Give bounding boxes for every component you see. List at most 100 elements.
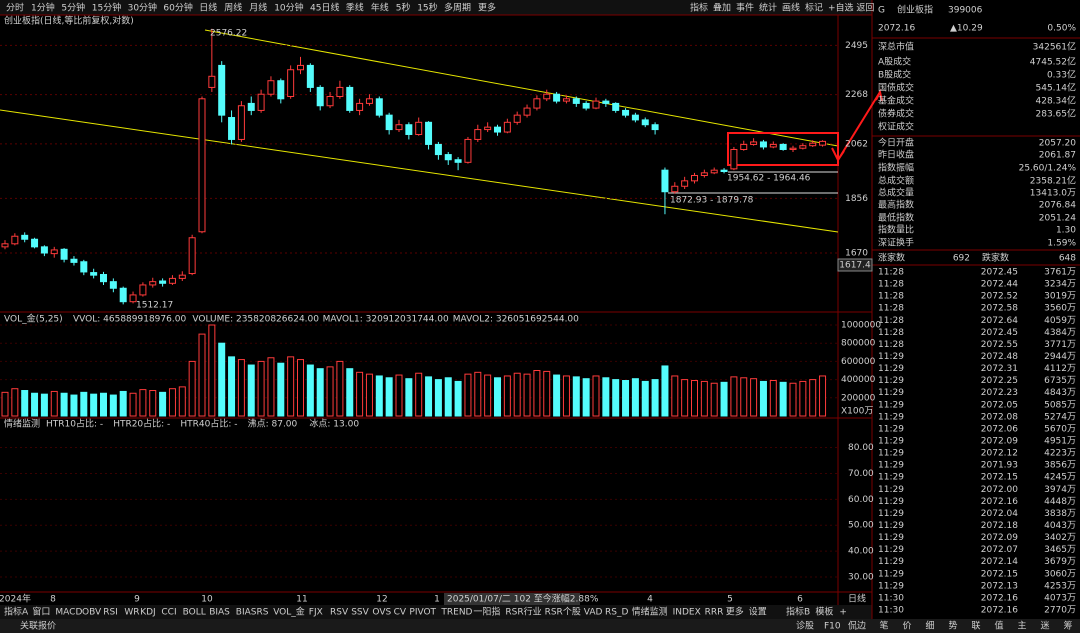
trade-volume: 3019万 (1044, 292, 1076, 302)
period-tab[interactable]: 日线 (199, 2, 217, 14)
volume-bar (710, 382, 718, 417)
period-tab[interactable]: 周线 (224, 2, 242, 14)
period-tab[interactable]: 15分钟 (92, 2, 121, 14)
status-link[interactable]: F10 (824, 622, 841, 632)
indicator-tab[interactable]: OBV (82, 608, 102, 618)
indicator-tab[interactable]: CV (394, 608, 407, 618)
indicator-tab[interactable]: 一阳指 (473, 606, 500, 618)
volume-bar (365, 373, 373, 417)
panel-tab[interactable]: 筹 (1063, 620, 1072, 632)
trade-volume: 4253万 (1044, 581, 1076, 591)
period-tab[interactable]: 多周期 (444, 2, 471, 14)
indicator-tab[interactable]: VOL_金 (273, 606, 305, 618)
tool-button[interactable]: 统计 (759, 2, 777, 14)
stat-label: 指数量比 (878, 224, 914, 236)
volume-item: MAVOL1: 320912031744.00 (323, 315, 449, 325)
indicator-tab[interactable]: BIAS (209, 608, 230, 618)
period-tab[interactable]: 更多 (478, 2, 496, 14)
indicator-tab[interactable]: RSR行业 (505, 606, 541, 618)
indicator-tab[interactable]: KDJ (140, 608, 156, 618)
indicator-tab[interactable]: 窗口 (32, 606, 50, 618)
candle-body (109, 281, 117, 289)
indicator-tab[interactable]: INDEX (673, 608, 701, 618)
period-tab[interactable]: 45日线 (310, 2, 339, 14)
panel-tab[interactable]: 笔 (879, 620, 888, 632)
panel-tab[interactable]: 细 (925, 620, 934, 632)
quote-price: 2072.16 (878, 24, 915, 34)
panel-tab[interactable]: 联 (971, 621, 980, 632)
period-tab[interactable]: 分时 (6, 2, 24, 14)
indicator-tab[interactable]: 指标A (4, 606, 29, 618)
y-tick-label: 70.00 (848, 469, 874, 479)
indicator-tab[interactable]: RSI (103, 608, 118, 618)
channel-line (0, 109, 839, 233)
candle-body (523, 107, 531, 116)
trade-time: 11:28 (878, 280, 904, 290)
trade-price: 2072.23 (981, 388, 1018, 398)
tool-button[interactable]: 返回 (856, 2, 874, 14)
indicator-tab[interactable]: 指标B (786, 606, 810, 618)
stat-value: 1.30 (1056, 226, 1076, 236)
period-tab[interactable]: 月线 (249, 2, 267, 14)
trade-time: 11:29 (878, 449, 904, 459)
status-link[interactable]: 诊股 (796, 620, 814, 632)
indicator-tab[interactable]: RSR个股 (545, 607, 581, 618)
tool-button[interactable]: 标记 (805, 2, 823, 14)
tool-button[interactable]: 指标 (690, 2, 708, 14)
indicator-tab[interactable]: PIVOT (409, 608, 436, 618)
indicator-tab[interactable]: VAD (584, 608, 603, 618)
indicator-tab[interactable]: MACD (55, 608, 82, 618)
period-tab[interactable]: 15秒 (417, 2, 437, 14)
panel-tab[interactable]: 势 (948, 620, 957, 632)
tool-button[interactable]: +自选 (828, 2, 854, 14)
status-link[interactable]: 侃边 (848, 620, 866, 632)
candle-body (119, 287, 127, 303)
tool-button[interactable]: 画线 (782, 2, 800, 14)
indicator-tab[interactable]: CCI (161, 608, 176, 618)
period-tab[interactable]: 年线 (371, 2, 389, 14)
indicator-tab[interactable]: OVS (372, 608, 391, 618)
indicator-tab[interactable]: 情绪监测 (632, 606, 668, 618)
x-tick-label: 6 (797, 595, 803, 605)
candle-body (50, 249, 58, 255)
indicator-tab[interactable]: RSV (330, 608, 349, 618)
indicator-tab[interactable]: 更多 (726, 606, 744, 618)
period-tab[interactable]: 5秒 (396, 2, 411, 14)
trade-time: 11:28 (878, 268, 904, 278)
indicator-tab[interactable]: + (839, 608, 847, 618)
trade-time: 11:29 (878, 436, 904, 446)
indicator-tab[interactable]: TREND (440, 608, 472, 618)
candle-body (346, 86, 354, 111)
panel-tab[interactable]: 值 (994, 620, 1003, 632)
sentiment-item: 沸点: 87.00 (248, 418, 298, 430)
volume-bar (612, 379, 620, 417)
period-tab[interactable]: 1分钟 (31, 2, 55, 14)
panel-tab[interactable]: 价 (902, 621, 911, 632)
tool-button[interactable]: 叠加 (713, 3, 731, 14)
period-tab[interactable]: 30分钟 (128, 2, 157, 14)
trade-time: 11:28 (878, 292, 904, 302)
trade-time: 11:29 (878, 473, 904, 483)
volume-bar (257, 360, 265, 417)
tool-button[interactable]: 事件 (736, 2, 754, 14)
y-tick-label: 200000 (841, 393, 876, 403)
period-tab[interactable]: 季线 (346, 2, 364, 14)
trade-volume: 6735万 (1044, 376, 1076, 386)
indicator-tab[interactable]: RRR (705, 608, 724, 618)
period-tab[interactable]: 60分钟 (163, 2, 192, 14)
panel-tab[interactable]: 主 (1017, 620, 1026, 632)
indicator-tab[interactable]: SSV (351, 608, 369, 618)
indicator-tab[interactable]: 设置 (749, 607, 767, 618)
volume-bar (385, 377, 393, 417)
volume-bar (809, 379, 817, 417)
panel-tab[interactable]: 迷 (1040, 620, 1049, 632)
indicator-tab[interactable]: 模板 (815, 606, 833, 618)
period-tab[interactable]: 5分钟 (61, 2, 85, 14)
indicator-tab[interactable]: RS_D (605, 608, 628, 618)
indicator-tab[interactable]: WR (124, 608, 139, 618)
indicator-tab[interactable]: BOLL (183, 608, 206, 618)
indicator-tab[interactable]: FJX (309, 608, 323, 618)
indicator-tab[interactable]: BIASRS (236, 608, 269, 618)
trade-volume: 3060万 (1044, 569, 1076, 579)
period-tab[interactable]: 10分钟 (274, 2, 303, 14)
